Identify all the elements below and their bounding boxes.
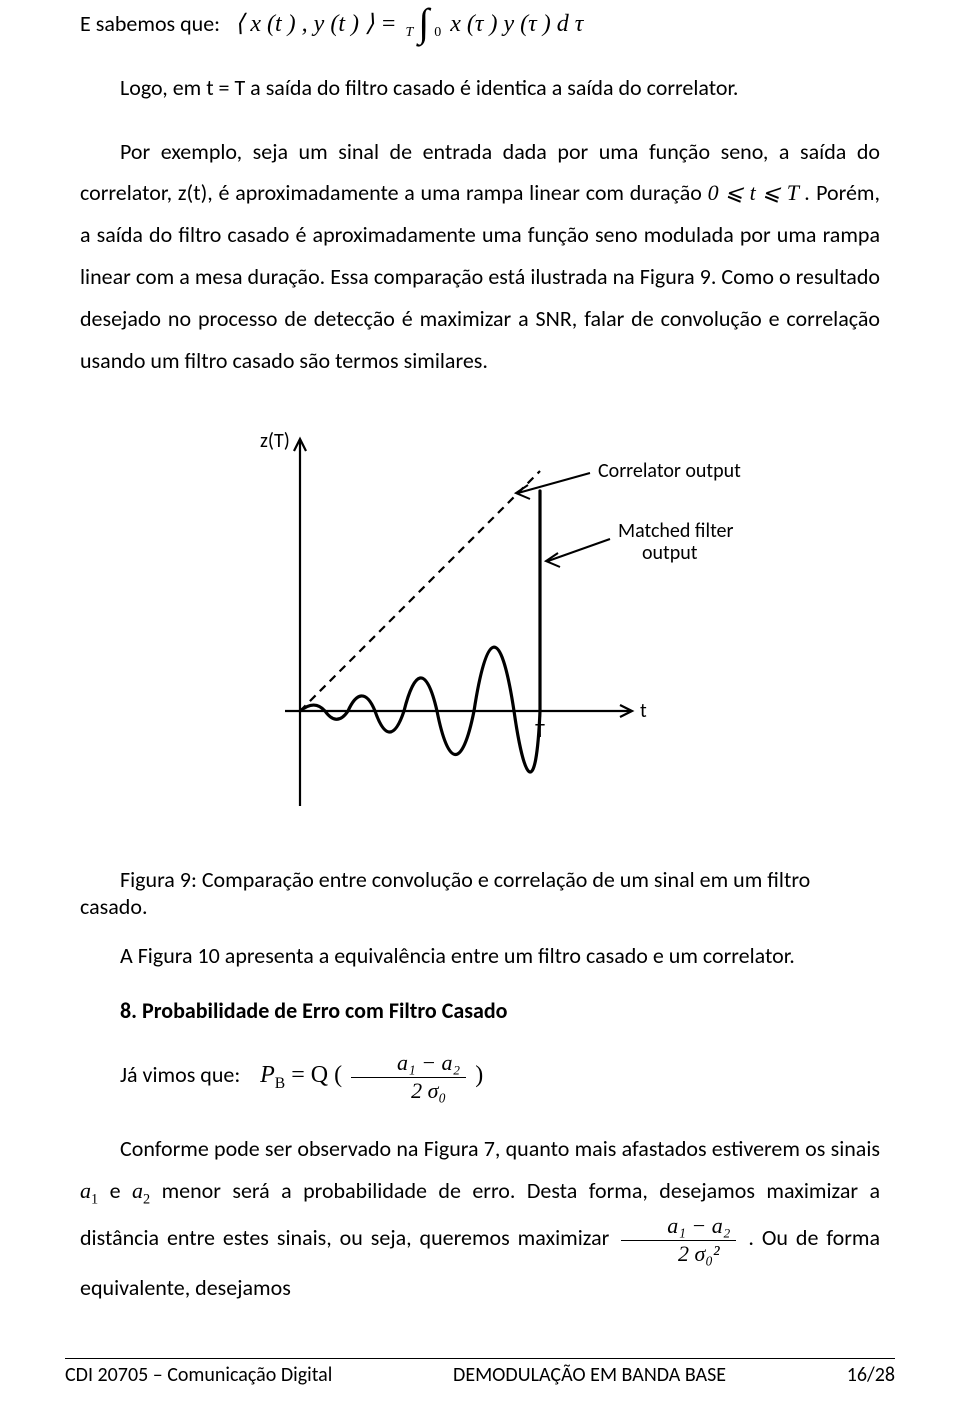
int-upper: T bbox=[406, 25, 414, 40]
frac2-num: a₁ − a₂ bbox=[621, 1213, 736, 1240]
p3-a2s: 2 bbox=[143, 1191, 150, 1207]
p3-a1: a bbox=[80, 1178, 91, 1203]
integral-symbol: T ∫ 0 bbox=[406, 7, 442, 45]
para-logo: Logo, em t = T a saída do filtro casado … bbox=[80, 67, 880, 109]
eq2-num: a₁ − a₂ bbox=[351, 1050, 466, 1077]
correlator-ramp bbox=[300, 471, 540, 711]
annot2-text-line2: output bbox=[642, 541, 698, 565]
matched-filter-curve bbox=[300, 491, 540, 772]
p3a: Conforme pode ser observado na Figura 7,… bbox=[120, 1135, 880, 1162]
figure-9: T z(T) t Correlator output Matched filte… bbox=[80, 411, 880, 836]
eq2-Q: = Q ( bbox=[291, 1062, 342, 1088]
p3-a1s: 1 bbox=[91, 1191, 98, 1207]
tick-label-T: T bbox=[535, 719, 545, 743]
figure-svg: T z(T) t Correlator output Matched filte… bbox=[190, 411, 770, 831]
eq1-lhs: ⟨ x (t ) , y (t ) ⟩ = bbox=[235, 11, 397, 37]
p2b: Porém, a saída do filtro casado é aproxi… bbox=[80, 179, 880, 373]
eq2-close: ) bbox=[475, 1062, 483, 1088]
annot1-text: Correlator output bbox=[598, 459, 741, 483]
eq2-frac: a₁ − a₂ 2 σ₀ bbox=[351, 1050, 466, 1104]
equation-inner-product: E sabemos que: ⟨ x (t ) , y (t ) ⟩ = T ∫… bbox=[80, 6, 880, 45]
page-footer: CDI 20705 – Comunicação Digital DEMODULA… bbox=[65, 1358, 895, 1387]
p3-a2: a bbox=[132, 1178, 143, 1203]
p3b: e bbox=[110, 1177, 132, 1204]
footer-center: DEMODULAÇÃO EM BANDA BASE bbox=[453, 1363, 726, 1387]
footer-left: CDI 20705 – Comunicação Digital bbox=[65, 1363, 332, 1387]
eq1-body: x (τ ) y (τ ) d τ bbox=[450, 11, 583, 37]
caption-fig10: A Figura 10 apresenta a equivalência ent… bbox=[80, 942, 880, 969]
ylabel: z(T) bbox=[260, 429, 290, 453]
caption-fig9: Figura 9: Comparação entre convolução e … bbox=[80, 866, 880, 920]
annot2-arrow bbox=[548, 539, 610, 561]
p2-math: 0 ⩽ t ⩽ T . bbox=[708, 180, 811, 205]
para-conforme: Conforme pode ser observado na Figura 7,… bbox=[80, 1128, 880, 1309]
int-lower: 0 bbox=[434, 25, 441, 40]
equation-pb: Já vimos que: PB = Q ( a₁ − a₂ 2 σ₀ ) bbox=[80, 1050, 880, 1104]
int-sign: ∫ bbox=[418, 0, 429, 45]
eq2-P: P bbox=[260, 1062, 275, 1088]
para-exemplo: Por exemplo, seja um sinal de entrada da… bbox=[80, 131, 880, 382]
xlabel: t bbox=[640, 699, 647, 723]
frac2-den: 2 σ₀² bbox=[621, 1241, 736, 1267]
eq2-lead: Já vimos que: bbox=[120, 1061, 240, 1088]
frac2: a₁ − a₂ 2 σ₀² bbox=[621, 1213, 736, 1267]
eq1-lead: E sabemos que: bbox=[80, 10, 220, 37]
eq2-sub: B bbox=[275, 1075, 285, 1092]
section-8-title: 8. Probabilidade de Erro com Filtro Casa… bbox=[80, 997, 880, 1024]
footer-right: 16/28 bbox=[847, 1363, 895, 1387]
annot2-text-line1: Matched filter bbox=[618, 519, 734, 543]
eq2-lhs: PB bbox=[260, 1062, 291, 1088]
eq2-den: 2 σ₀ bbox=[351, 1078, 466, 1104]
